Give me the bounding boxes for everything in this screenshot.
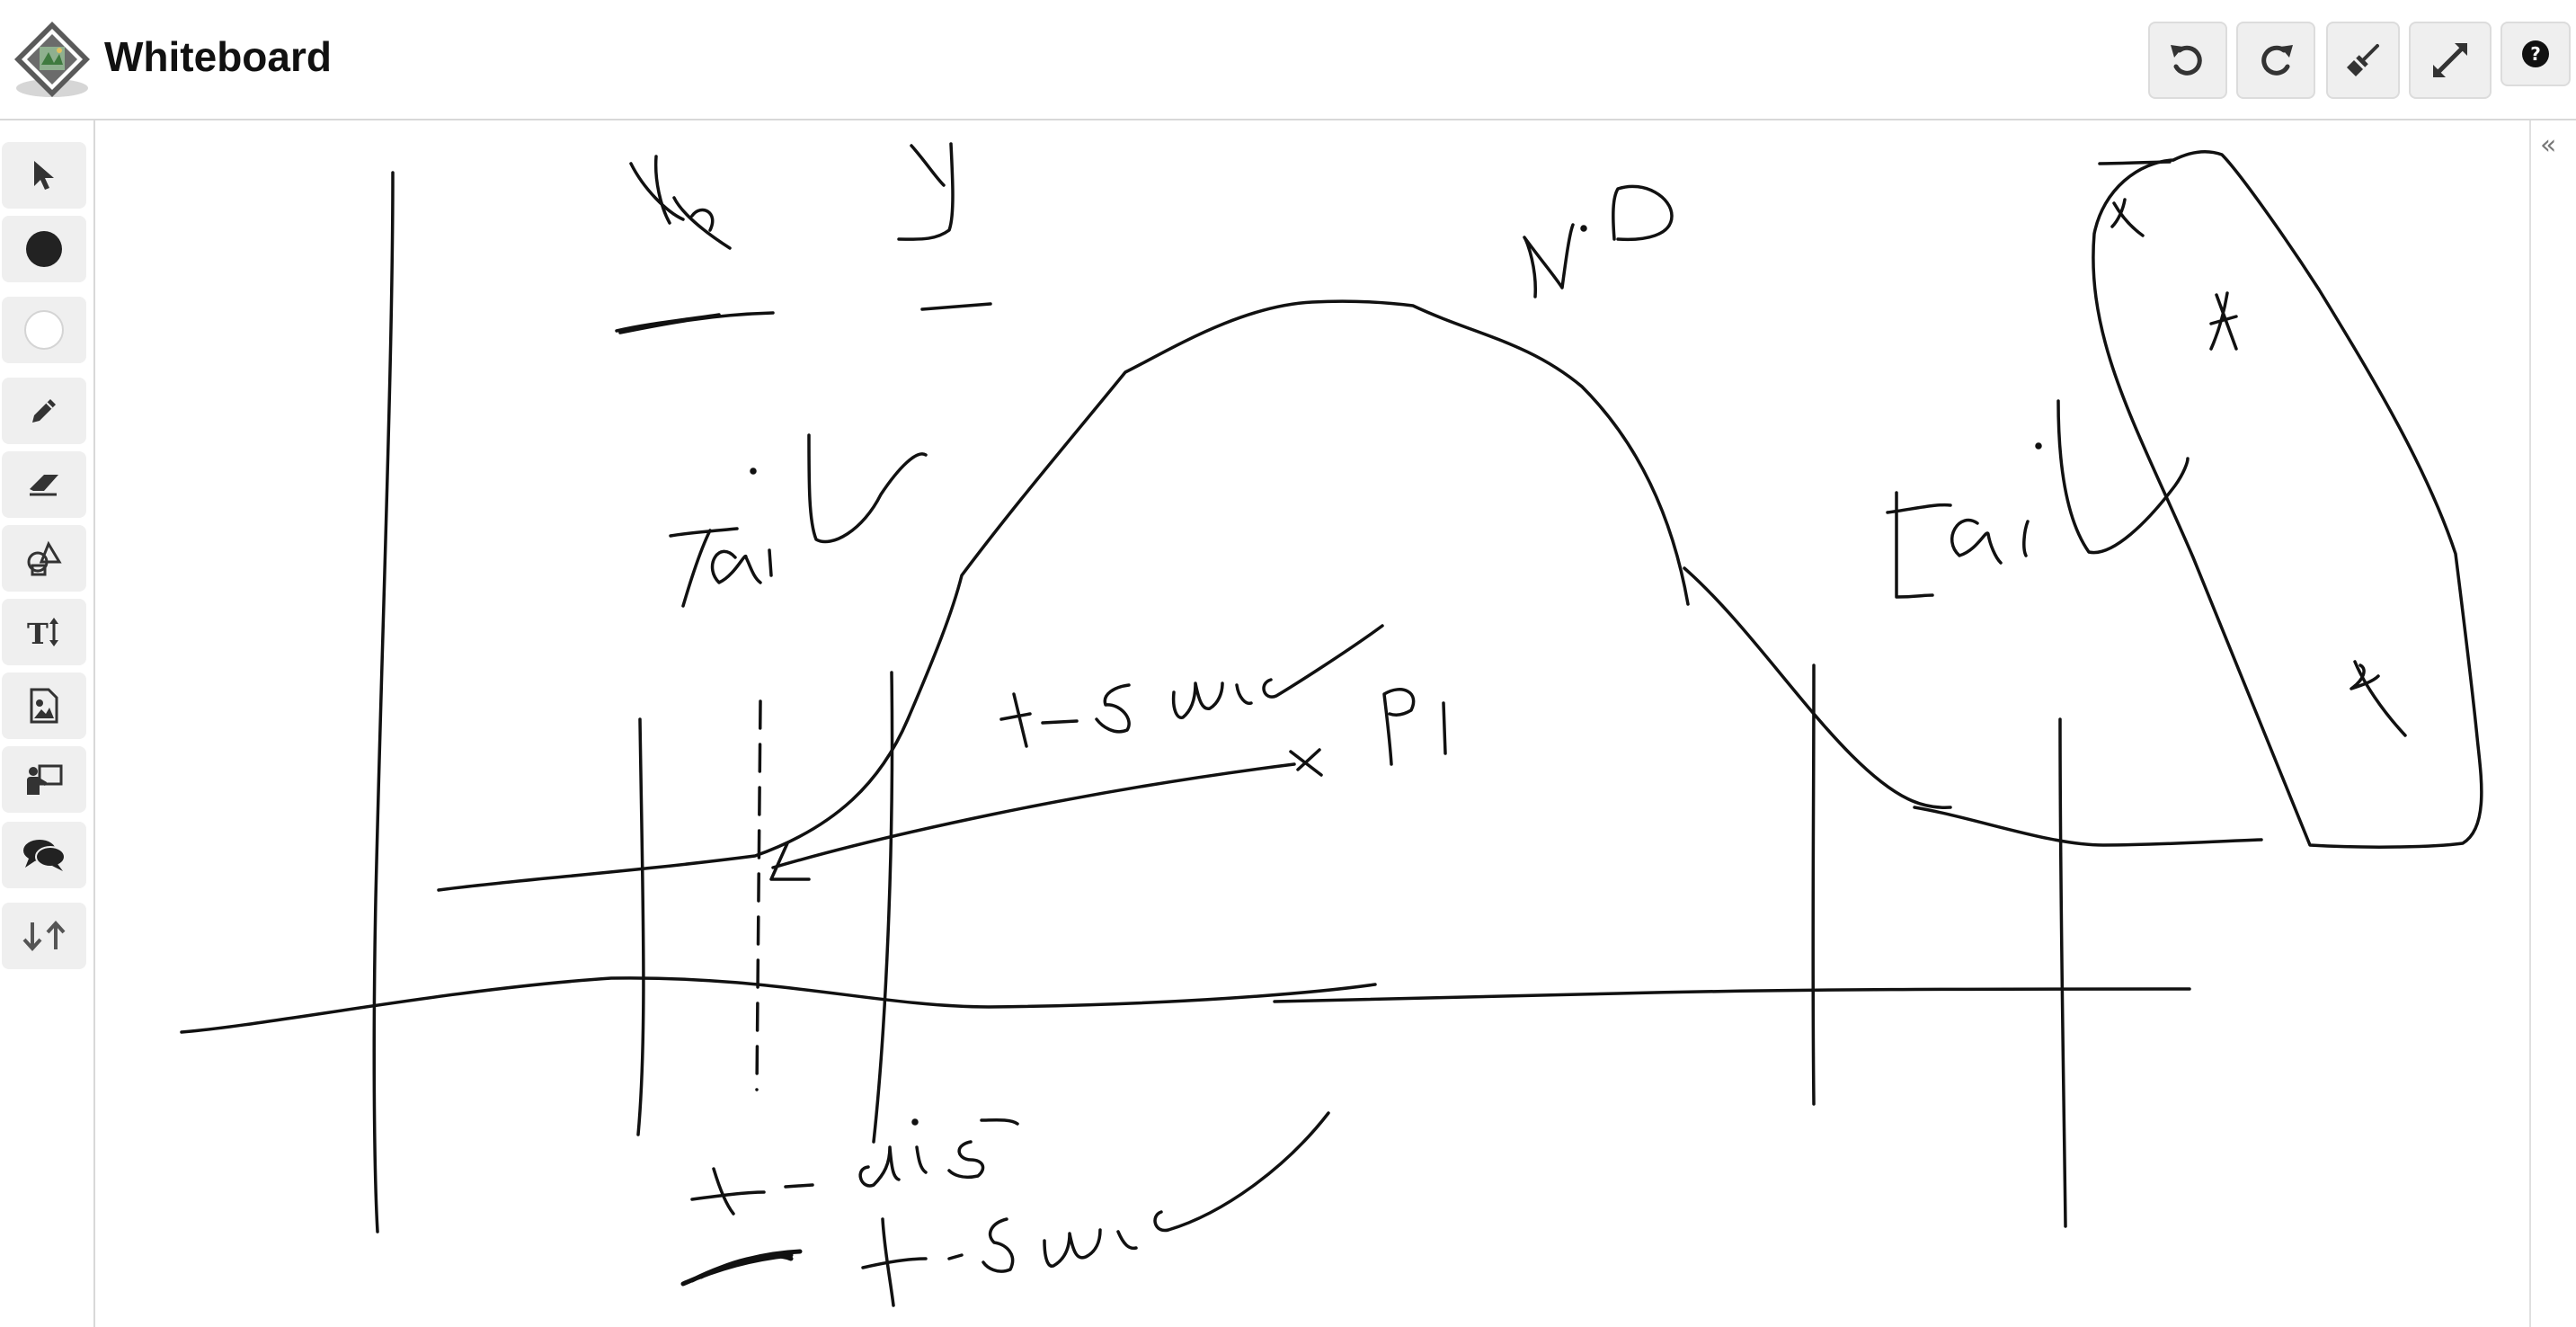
chat-icon: [23, 840, 66, 871]
teacher-icon: [27, 764, 63, 795]
text-tool[interactable]: T: [2, 599, 86, 665]
teacher-tool[interactable]: [2, 746, 86, 813]
logo-icon: [14, 22, 90, 97]
tool-panel: T: [0, 120, 95, 1327]
eraser-tool[interactable]: [2, 451, 86, 518]
svg-text:?: ?: [2530, 43, 2541, 65]
right-panel-edge: «: [2529, 120, 2576, 1327]
text-icon: T: [27, 617, 58, 649]
image-tool[interactable]: [2, 672, 86, 739]
whiteboard-canvas[interactable]: [95, 120, 2529, 1327]
shapes-tool[interactable]: [2, 525, 86, 592]
eraser-icon: [30, 475, 58, 496]
pencil-icon: [32, 399, 56, 423]
broom-icon: [2347, 44, 2379, 76]
chat-tool[interactable]: [2, 822, 86, 888]
help-icon: ?: [2522, 40, 2549, 67]
color-black-tool[interactable]: [2, 216, 86, 282]
sort-tool[interactable]: [2, 903, 86, 969]
black-circle-icon: [26, 231, 62, 267]
expand-icon: [2433, 43, 2467, 77]
color-white-tool[interactable]: [2, 297, 86, 363]
image-icon: [30, 688, 58, 724]
fullscreen-button[interactable]: [2409, 22, 2492, 99]
select-tool[interactable]: [2, 142, 86, 209]
pen-tool[interactable]: [2, 378, 86, 444]
app-header: Whiteboard ?: [0, 0, 2576, 120]
svg-text:T: T: [27, 617, 49, 649]
help-button[interactable]: ?: [2500, 22, 2571, 86]
collapse-panel-button[interactable]: «: [2540, 129, 2557, 161]
undo-button[interactable]: [2148, 22, 2227, 99]
clear-board-button[interactable]: [2326, 22, 2400, 99]
arrows-updown-icon: [22, 921, 66, 951]
redo-button[interactable]: [2236, 22, 2315, 99]
white-circle-icon: [24, 310, 64, 350]
undo-icon: [2171, 45, 2202, 76]
app-title: Whiteboard: [104, 33, 332, 80]
cursor-icon: [34, 161, 54, 190]
redo-icon: [2261, 45, 2293, 76]
shapes-icon: [27, 540, 62, 576]
